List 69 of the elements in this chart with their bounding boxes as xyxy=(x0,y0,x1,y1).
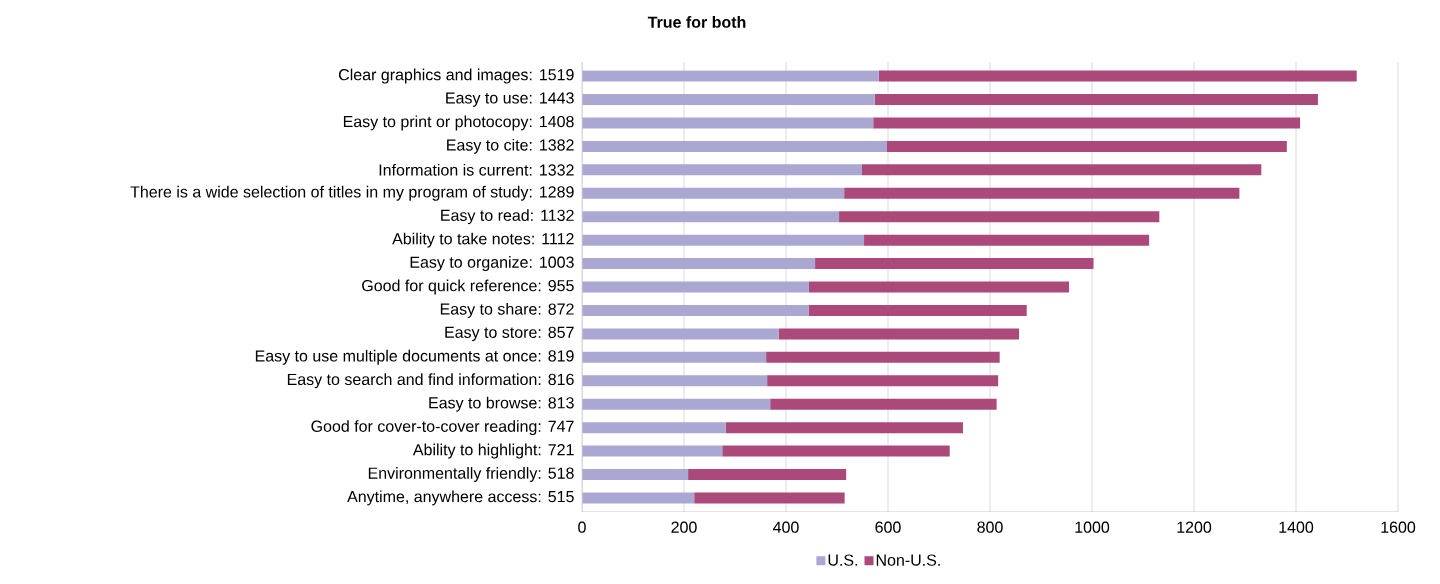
bar xyxy=(815,258,1094,270)
y-tick-label: Easy to organize: 1003 xyxy=(410,256,574,272)
bar xyxy=(582,492,695,504)
y-tick-label: Anytime, anywhere access: 515 xyxy=(347,490,574,506)
bar xyxy=(864,234,1150,246)
y-tick-label: Good for cover-to-cover reading: 747 xyxy=(311,420,574,436)
y-tick-label: Easy to read: 1132 xyxy=(441,209,574,225)
bar xyxy=(582,304,809,316)
y-tick-label: Easy to search and find information: 816 xyxy=(287,373,574,389)
bar xyxy=(582,211,840,223)
x-tick-label: 1000 xyxy=(1075,521,1110,533)
bar xyxy=(582,422,726,434)
bar xyxy=(582,398,771,410)
bar xyxy=(582,258,816,270)
x-tick-label: 400 xyxy=(773,521,799,533)
y-tick-label: Ability to highlight: 721 xyxy=(412,443,574,459)
bar xyxy=(582,94,875,106)
x-tick-label: 200 xyxy=(671,521,697,533)
bar xyxy=(688,469,847,481)
bar xyxy=(722,445,950,457)
bar xyxy=(582,70,879,82)
bar xyxy=(767,375,999,387)
y-tick-label: There is a wide selection of titles in my program of study: 1289 xyxy=(130,185,574,201)
bar xyxy=(582,328,779,340)
bar xyxy=(582,187,845,199)
y-tick-label: Information is current: 1332 xyxy=(379,163,574,176)
bar xyxy=(874,94,1318,106)
y-tick-label: Ability to take notes: 1112 xyxy=(392,232,574,248)
y-tick-label: Easy to store: 857 xyxy=(445,326,574,342)
y-tick-label: Easy to use: 1443 xyxy=(446,92,574,107)
x-tick-label: 600 xyxy=(875,521,901,533)
bar xyxy=(778,328,1020,340)
bar xyxy=(873,117,1301,129)
y-tick-label: Easy to browse: 813 xyxy=(429,396,574,412)
bar xyxy=(582,117,874,129)
y-tick-label: Easy to print or photocopy: 1408 xyxy=(343,115,574,131)
x-tick-label: 1400 xyxy=(1279,521,1314,533)
bar xyxy=(582,281,809,293)
bar xyxy=(694,492,845,504)
bar xyxy=(808,304,1027,316)
bar xyxy=(582,234,865,246)
x-tick-label: 1600 xyxy=(1381,521,1416,533)
bar xyxy=(808,281,1070,293)
x-tick-label: 800 xyxy=(977,521,1003,533)
bar xyxy=(725,422,963,434)
y-tick-label: Clear graphics and images: 1519 xyxy=(339,68,574,84)
y-tick-label: Easy to share: 872 xyxy=(440,302,574,318)
bar xyxy=(886,140,1287,152)
bar xyxy=(766,351,1000,363)
bar xyxy=(582,164,862,176)
x-tick-label: 0 xyxy=(578,521,586,533)
x-tick-label: 1200 xyxy=(1177,521,1212,533)
bar xyxy=(844,187,1240,199)
bar xyxy=(582,469,689,481)
bar xyxy=(878,70,1357,82)
y-tick-label: Good for quick reference: 955 xyxy=(362,279,574,295)
bar xyxy=(770,398,997,410)
bar xyxy=(582,140,887,152)
chart-title: True for both xyxy=(647,16,746,28)
bar xyxy=(861,164,1262,176)
bar xyxy=(839,211,1160,223)
y-tick-label: Environmentally friendly: 518 xyxy=(368,467,574,482)
bar xyxy=(582,445,723,457)
y-tick-label: Easy to use multiple documents at once: 819 xyxy=(255,349,574,365)
bar xyxy=(582,375,768,387)
legend-label: Non-U.S. xyxy=(876,554,940,566)
y-tick-label: Easy to cite: 1382 xyxy=(447,138,574,154)
bar xyxy=(582,351,767,363)
legend-label: U.S. xyxy=(828,554,858,566)
